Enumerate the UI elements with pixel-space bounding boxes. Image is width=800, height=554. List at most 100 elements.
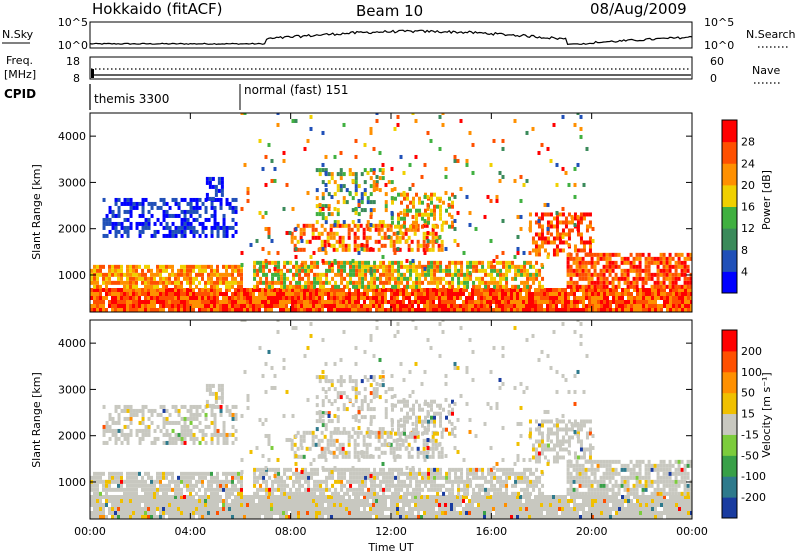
power-cell (513, 178, 517, 183)
power-cell (231, 233, 235, 238)
power-cell (403, 196, 406, 201)
power-cell (552, 296, 555, 300)
velocity-cell (90, 503, 93, 507)
power-cell (567, 220, 571, 225)
power-cell (451, 260, 455, 265)
power-cell (96, 300, 99, 304)
power-cell (216, 229, 220, 234)
velocity-cell (318, 515, 321, 519)
power-cell (351, 300, 354, 304)
power-cell (177, 229, 181, 234)
power-cell (105, 296, 108, 300)
power-cell (349, 260, 353, 265)
power-cell (268, 280, 272, 285)
velocity-cell (360, 499, 363, 503)
velocity-cell (276, 507, 279, 511)
power-cell (211, 184, 215, 189)
power-cell (615, 308, 618, 312)
power-cell (348, 296, 351, 300)
velocity-cell (234, 483, 237, 488)
power-cell (569, 272, 573, 277)
power-cell (561, 114, 565, 119)
power-cell (286, 276, 290, 281)
power-cell (484, 272, 488, 277)
power-cell (510, 288, 513, 292)
velocity-cell (315, 511, 318, 515)
power-cell (285, 300, 288, 304)
power-cell (339, 292, 342, 296)
power-cell (333, 220, 337, 225)
velocity-cell (126, 511, 129, 515)
velocity-cell (687, 499, 690, 503)
power-cell (336, 200, 340, 205)
velocity-cell (597, 503, 600, 507)
velocity-cell (213, 507, 216, 511)
power-cell (153, 300, 156, 304)
power-cell (579, 248, 583, 253)
power-cell (309, 292, 312, 296)
velocity-cell (627, 503, 630, 507)
power-cell (642, 300, 645, 304)
velocity-cell (90, 499, 93, 503)
power-cell (234, 264, 237, 269)
velocity-cell (579, 495, 582, 499)
power-cell (433, 192, 436, 197)
velocity-cell (177, 491, 180, 496)
power-cell (576, 162, 580, 167)
velocity-cell (156, 503, 159, 507)
power-cell (576, 113, 580, 115)
power-cell (225, 233, 229, 238)
velocity-cell (105, 515, 108, 519)
power-cell (192, 276, 195, 281)
power-cell (141, 308, 144, 312)
power-cell (352, 272, 356, 277)
velocity-cell (135, 471, 138, 476)
power-cell (374, 239, 378, 244)
power-cell (355, 280, 359, 285)
velocity-cell (283, 467, 287, 472)
power-cell (189, 221, 193, 226)
velocity-cell (285, 495, 288, 499)
velocity-cell (333, 515, 336, 519)
velocity-cell (168, 471, 171, 476)
velocity-cell (624, 495, 627, 499)
velocity-cell (204, 424, 208, 429)
power-cell (663, 300, 666, 304)
power-cell (222, 233, 226, 238)
power-cell (405, 292, 408, 296)
velocity-cell (219, 432, 223, 437)
power-cell (207, 217, 211, 222)
velocity-cell (444, 511, 447, 515)
power-cell (375, 308, 378, 312)
power-cell (471, 304, 474, 308)
colorbar-tick-label: 4 (741, 265, 748, 278)
power-cell (358, 276, 362, 281)
power-cell (395, 235, 399, 240)
power-cell (502, 284, 506, 289)
velocity-cell (435, 495, 438, 499)
power-cell (210, 280, 213, 285)
power-cell (609, 288, 612, 292)
power-cell (390, 292, 393, 296)
power-cell (552, 252, 556, 257)
power-cell (183, 272, 186, 277)
velocity-cell (237, 499, 240, 503)
velocity-cell (234, 499, 237, 503)
power-cell (117, 213, 121, 218)
velocity-cell (180, 436, 184, 441)
power-cell (168, 296, 171, 300)
power-cell (320, 223, 324, 228)
power-cell (620, 268, 624, 273)
power-cell (561, 206, 565, 211)
power-cell (211, 196, 215, 201)
power-cell (354, 206, 358, 211)
power-cell (216, 292, 219, 296)
velocity-cell (277, 483, 281, 488)
power-cell (289, 280, 293, 285)
power-cell (129, 197, 133, 202)
velocity-cell (633, 507, 636, 511)
power-cell (147, 217, 151, 222)
power-cell (327, 172, 331, 177)
power-cell (270, 292, 273, 296)
velocity-cell (213, 491, 216, 496)
